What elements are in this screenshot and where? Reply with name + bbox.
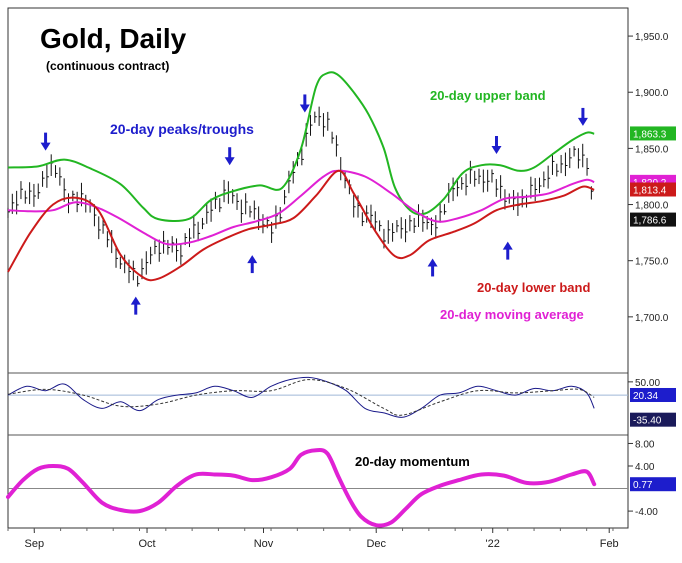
x-axis-ticks: Sep Oct Nov Dec '22 Feb: [7, 528, 619, 550]
price-value-label-text: 1,863.3: [633, 129, 667, 140]
mom-y-tick-label: 8.00: [635, 439, 655, 450]
osc-value-label-text: -35.40: [633, 416, 662, 427]
price-value-label-bg: [630, 126, 676, 141]
price-y-tick-label: 1,750.0: [635, 257, 669, 268]
mom-value-label-bg: [630, 477, 676, 492]
oscillator-lines: [7, 376, 595, 418]
arrow-down-head: [40, 142, 51, 151]
price-value-label-text: 1,813.4: [633, 185, 667, 196]
arrow-up-head: [502, 241, 513, 250]
arrow-up-head: [427, 258, 438, 267]
momentum-lines: [6, 448, 597, 528]
annotation-moving-average: 20-day moving average: [440, 307, 584, 322]
mom-y-tick-label: -4.00: [635, 507, 658, 518]
mom-y-tick-label: 4.00: [635, 462, 655, 473]
mom-value-label-text: 0.77: [633, 480, 653, 491]
annotation-lower-band: 20-day lower band: [477, 280, 590, 295]
x-tick-label: Feb: [600, 538, 619, 550]
grid-lines: [8, 394, 628, 490]
momentum-line: [6, 448, 597, 528]
arrow-down-head: [299, 104, 310, 113]
y-axis-ticks: 1,700.0 1,750.0 1,800.0 1,850.0 1,900.0 1,950…: [628, 32, 669, 518]
chart-frame: [7, 7, 629, 529]
arrows: [40, 94, 588, 315]
chart-subtitle: (continuous contract): [46, 59, 169, 73]
x-tick-label: Oct: [138, 538, 155, 550]
price-lines: [7, 71, 595, 282]
series-20-day-lower-band: [7, 169, 595, 282]
arrow-up-head: [247, 255, 258, 264]
momentum-panel-title: 20-day momentum: [355, 454, 470, 469]
osc-y-tick-label: 50.00: [635, 378, 660, 389]
price-y-tick-label: 1,700.0: [635, 313, 669, 324]
x-tick-label: Sep: [25, 538, 45, 550]
arrow-down-head: [491, 146, 502, 154]
price-value-label-bg: [630, 182, 676, 197]
series-20-day-moving-average: [7, 169, 595, 246]
oscillator-slow-line: [7, 379, 595, 416]
arrow-up-head: [130, 296, 141, 305]
annotation-peaks-troughs: 20-day peaks/troughs: [110, 121, 254, 137]
price-value-label-bg: [630, 212, 676, 227]
arrow-down-head: [577, 117, 588, 126]
price-y-tick-label: 1,850.0: [635, 144, 669, 155]
x-tick-label: Nov: [254, 538, 274, 550]
osc-value-label-bg: [630, 412, 676, 427]
chart-title: Gold, Daily: [40, 23, 187, 54]
arrow-down-head: [224, 157, 235, 166]
price-y-tick-label: 1,950.0: [635, 32, 669, 43]
price-y-tick-label: 1,900.0: [635, 88, 669, 99]
x-tick-label: '22: [486, 538, 500, 550]
value-labels: 1,863.31,820.21,813.41,786.620.34-35.400…: [630, 126, 676, 492]
oscillator-fast-line: [7, 376, 595, 418]
osc-value-label-text: 20.34: [633, 391, 658, 402]
x-tick-label: Dec: [366, 538, 386, 550]
price-y-tick-label: 1,800.0: [635, 201, 669, 212]
price-value-label-text: 1,786.6: [633, 216, 667, 227]
annotation-upper-band: 20-day upper band: [430, 88, 546, 103]
series-20-day-upper-band: [7, 71, 595, 223]
osc-value-label-bg: [630, 387, 676, 402]
